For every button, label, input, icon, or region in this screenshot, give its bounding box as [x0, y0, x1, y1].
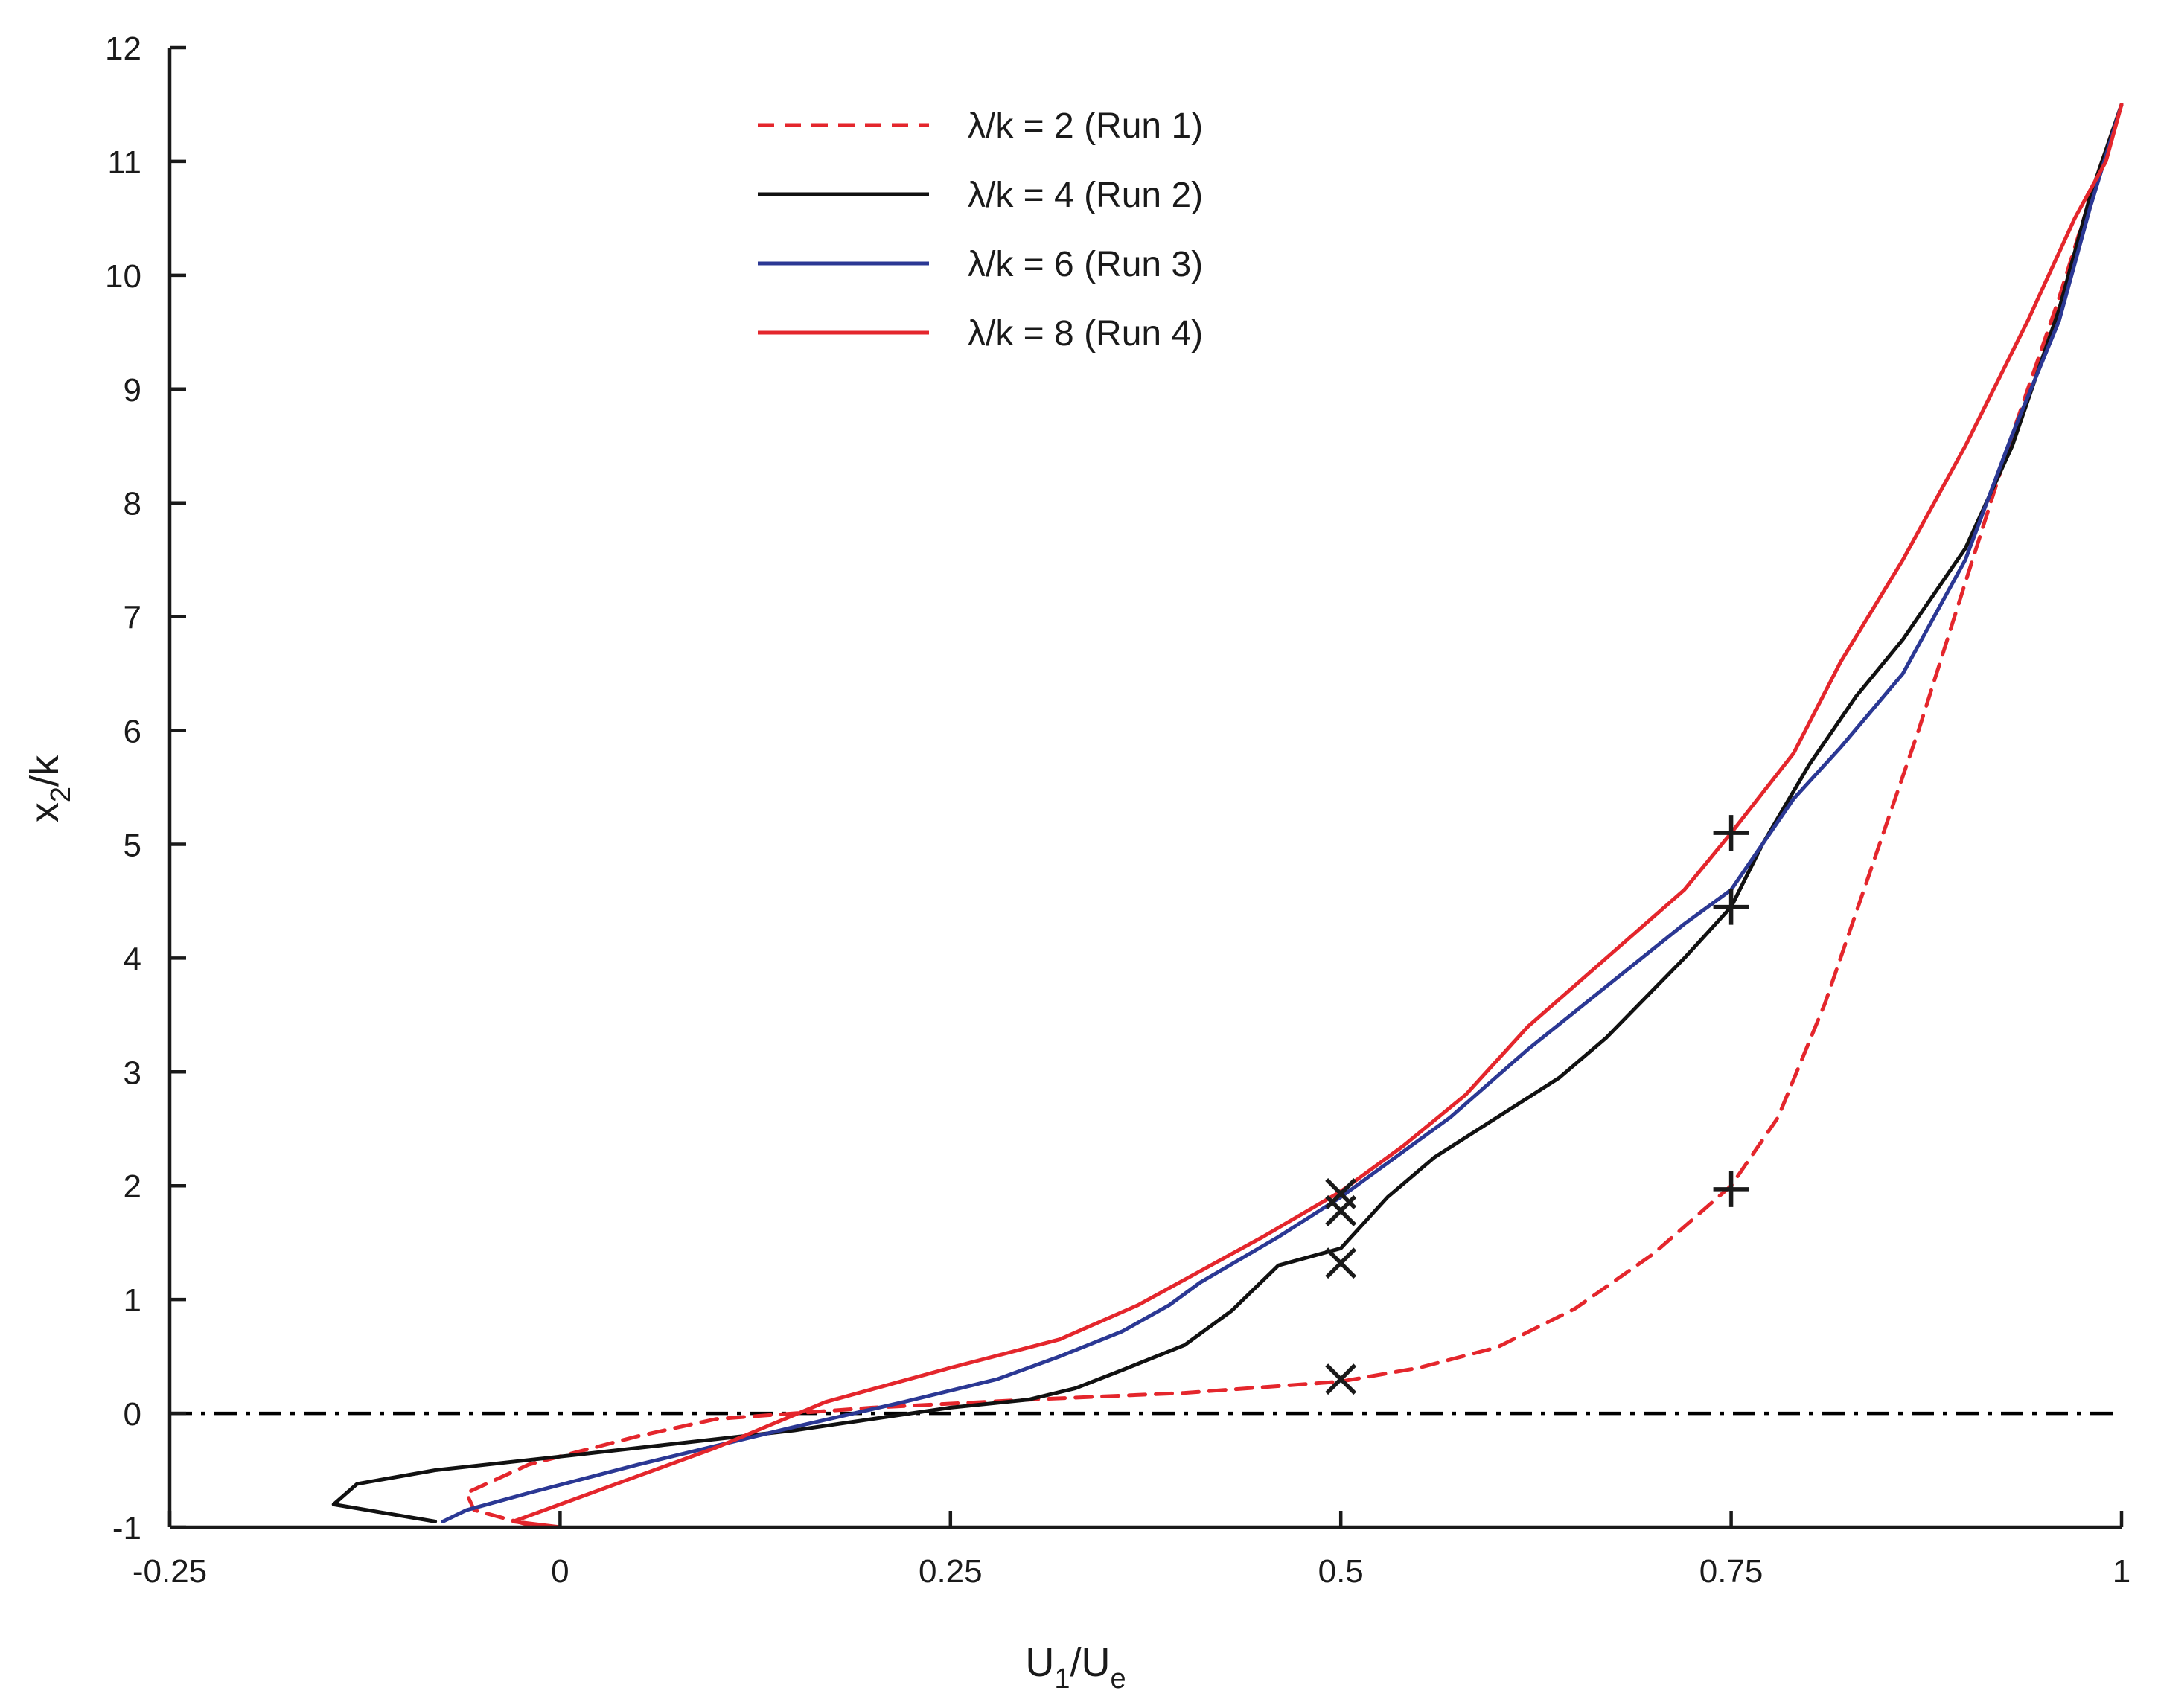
marker-stroke: [1325, 1247, 1357, 1279]
y-tick-label: 10: [105, 258, 141, 295]
y-tick-label: 0: [124, 1396, 141, 1433]
x-tick-label: 0.5: [1318, 1553, 1364, 1590]
svg-text:x2/k: x2/k: [22, 755, 77, 822]
series-line-run-3: [441, 103, 2124, 1523]
y-tick-label: 8: [124, 486, 141, 522]
x-tick-label: 0.75: [1699, 1553, 1763, 1590]
series-line-run-1: [465, 103, 2124, 1527]
y-tick-label: 11: [107, 144, 141, 181]
y-tick-label: 1: [124, 1282, 141, 1319]
series-layer: [331, 103, 2124, 1529]
y-axis-title-rest: /k: [22, 755, 67, 787]
y-tick-label: 5: [124, 827, 141, 863]
marker-layer: [1325, 815, 1749, 1395]
plus-marker-6: [1713, 889, 1749, 925]
legend-item-run-3: λ/k = 6 (Run 3): [758, 245, 1203, 284]
cross-marker-4: [1325, 1177, 1357, 1209]
legend-label: λ/k = 8 (Run 4): [968, 314, 1203, 354]
plus-marker-7: [1713, 815, 1749, 851]
legend-label: λ/k = 2 (Run 1): [968, 106, 1203, 146]
y-tick-label: 6: [124, 714, 141, 750]
cross-marker-1: [1325, 1363, 1357, 1395]
legend-label: λ/k = 4 (Run 2): [968, 176, 1203, 215]
y-tick-label: 4: [124, 941, 141, 977]
x-axis-title-sub2: e: [1111, 1663, 1126, 1695]
y-tick-label: 12: [105, 31, 141, 67]
legend-item-run-1: λ/k = 2 (Run 1): [758, 106, 1203, 146]
marker-stroke: [1325, 1177, 1357, 1209]
plus-marker-5: [1713, 1171, 1749, 1207]
y-tick-label: 7: [124, 600, 141, 636]
y-tick-label: 9: [124, 372, 141, 409]
legend-item-run-2: λ/k = 4 (Run 2): [758, 176, 1203, 215]
svg-text:U1/Ue: U1/Ue: [1025, 1640, 1126, 1695]
x-tick-label: 1: [2113, 1553, 2130, 1590]
x-axis-title-sub1: 1: [1054, 1663, 1070, 1695]
legend: λ/k = 2 (Run 1) λ/k = 4 (Run 2) λ/k = 6 (R…: [758, 106, 1203, 354]
y-tick-label: 2: [124, 1168, 141, 1205]
x-axis-title: U1/Ue: [1025, 1640, 1126, 1695]
y-tick-label: -1: [112, 1510, 141, 1547]
legend-item-run-4: λ/k = 8 (Run 4): [758, 314, 1203, 354]
legend-label: λ/k = 6 (Run 3): [968, 245, 1203, 284]
marker-stroke: [1325, 1363, 1357, 1395]
x-tick-label: 0.25: [919, 1553, 983, 1590]
y-axis-title-main: x: [22, 802, 67, 822]
y-axis-title-sub: 2: [45, 787, 77, 802]
x-tick-label: -0.25: [133, 1553, 207, 1590]
y-axis-title: x2/k: [22, 755, 77, 822]
cross-marker-2: [1325, 1247, 1357, 1279]
y-tick-label: 3: [124, 1055, 141, 1091]
series-line-run-2: [331, 103, 2124, 1523]
x-axis-title-main: U: [1025, 1640, 1054, 1685]
x-axis-title-sep: /U: [1070, 1640, 1111, 1685]
x-tick-label: 0: [551, 1553, 569, 1590]
series-line-run-4: [511, 103, 2124, 1529]
